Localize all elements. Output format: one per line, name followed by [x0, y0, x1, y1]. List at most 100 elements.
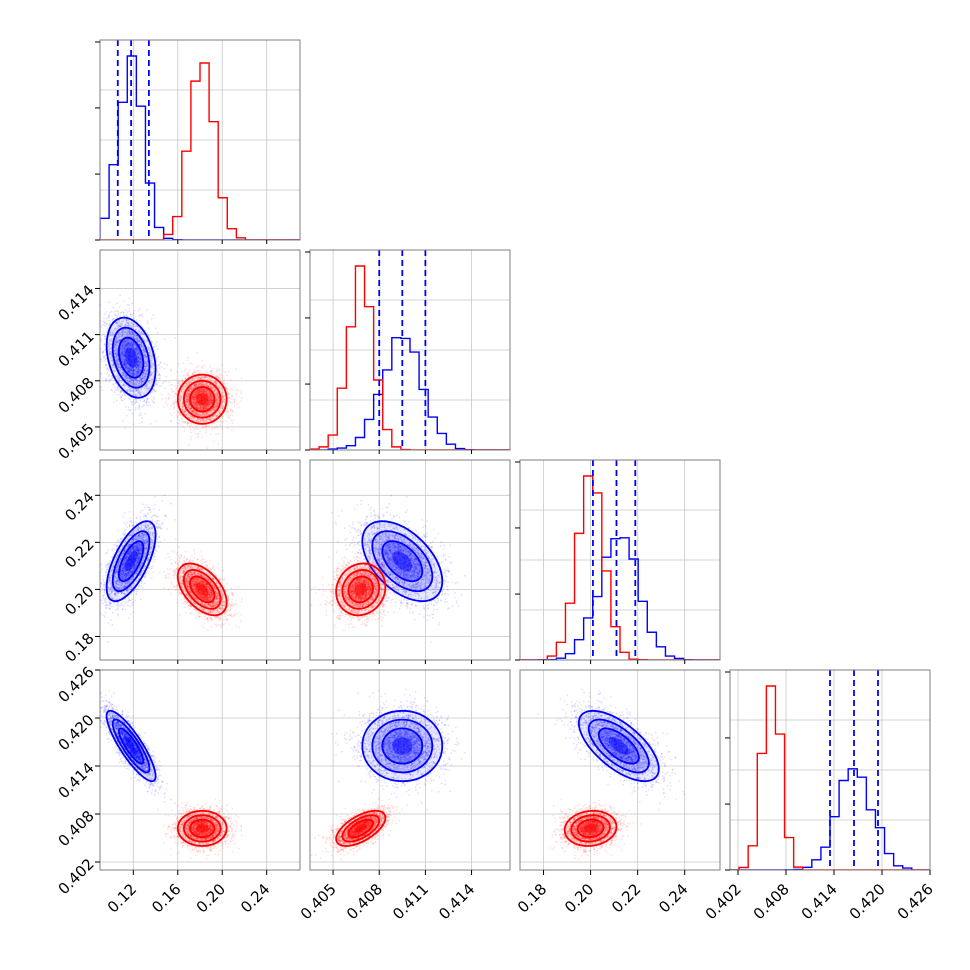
sample-point — [138, 369, 141, 372]
sample-point — [144, 355, 147, 357]
sample-point — [104, 380, 107, 383]
sample-point — [195, 366, 198, 369]
sample-point — [117, 358, 120, 361]
sample-point — [123, 335, 126, 338]
sample-point — [174, 336, 177, 339]
sample-point — [117, 375, 120, 378]
sample-point — [129, 313, 132, 316]
sample-point — [150, 364, 153, 367]
sample-point — [132, 337, 135, 339]
sample-point — [119, 323, 122, 325]
sample-point — [102, 350, 104, 352]
sample-point — [137, 368, 140, 370]
sample-point — [124, 342, 127, 345]
sample-point — [118, 306, 121, 308]
sample-point — [131, 373, 134, 376]
sample-point — [230, 398, 232, 400]
sample-point — [127, 367, 130, 370]
sample-point — [136, 379, 139, 382]
sample-point — [220, 379, 223, 381]
sample-point — [125, 331, 128, 334]
sample-point — [129, 377, 131, 380]
sample-point — [130, 389, 133, 392]
sample-point — [196, 436, 199, 438]
sample-point — [196, 427, 199, 430]
sample-point — [130, 340, 133, 343]
sample-point — [138, 406, 141, 408]
sample-point — [132, 344, 135, 347]
sample-point — [116, 362, 119, 365]
sample-point — [143, 371, 146, 374]
sample-point — [135, 319, 138, 321]
sample-point — [136, 359, 139, 362]
sample-point — [122, 344, 124, 347]
sample-point — [122, 347, 125, 350]
sample-point — [152, 388, 154, 391]
sample-point — [142, 370, 145, 373]
sample-point — [158, 373, 161, 376]
sample-point — [125, 328, 127, 331]
sample-point — [193, 369, 196, 371]
sample-point — [127, 366, 130, 369]
sample-point — [119, 389, 122, 392]
sample-point — [161, 393, 164, 396]
sample-point — [137, 365, 139, 368]
sample-point — [134, 408, 137, 411]
sample-point — [121, 394, 124, 397]
sample-point — [132, 369, 135, 372]
sample-point — [128, 371, 131, 373]
sample-point — [122, 311, 125, 314]
sample-point — [119, 312, 122, 314]
sample-point — [167, 396, 170, 399]
sample-point — [150, 341, 153, 343]
sample-point — [133, 373, 136, 376]
sample-point — [131, 381, 134, 383]
sample-point — [114, 339, 117, 342]
sample-point — [115, 314, 117, 317]
sample-point — [108, 348, 111, 351]
sample-point — [116, 354, 119, 357]
sample-point — [134, 407, 137, 409]
sample-point — [144, 376, 147, 379]
sample-point — [103, 321, 106, 323]
sample-point — [116, 323, 119, 325]
sample-point — [111, 334, 113, 337]
sample-point — [116, 393, 119, 396]
sample-point — [110, 354, 113, 356]
sample-point — [115, 347, 117, 350]
sample-point — [105, 323, 108, 326]
sample-point — [129, 344, 132, 347]
sample-point — [129, 367, 132, 369]
sample-point — [210, 372, 213, 374]
sample-point — [136, 388, 139, 391]
sample-point — [138, 359, 141, 362]
sample-point — [147, 327, 150, 330]
sample-point — [231, 411, 234, 413]
sample-point — [111, 334, 113, 336]
sample-point — [130, 335, 132, 338]
sample-point — [124, 363, 127, 365]
sample-point — [120, 351, 123, 354]
sample-point — [134, 369, 137, 371]
sample-point — [127, 322, 129, 325]
sample-point — [117, 359, 119, 362]
sample-point — [136, 349, 138, 351]
sample-point — [164, 362, 166, 365]
sample-point — [150, 355, 152, 357]
sample-point — [117, 363, 119, 366]
sample-point — [130, 315, 133, 318]
sample-point — [137, 370, 140, 373]
sample-point — [149, 347, 152, 349]
sample-point — [232, 385, 235, 388]
sample-point — [89, 355, 91, 357]
sample-point — [123, 363, 125, 366]
sample-point — [124, 344, 127, 347]
sample-point — [155, 378, 158, 381]
sample-point — [105, 363, 107, 366]
sample-point — [123, 325, 125, 327]
sample-point — [197, 365, 200, 367]
sample-point — [129, 344, 132, 347]
sample-point — [108, 380, 111, 383]
sample-point — [135, 345, 138, 347]
sample-point — [103, 324, 106, 327]
